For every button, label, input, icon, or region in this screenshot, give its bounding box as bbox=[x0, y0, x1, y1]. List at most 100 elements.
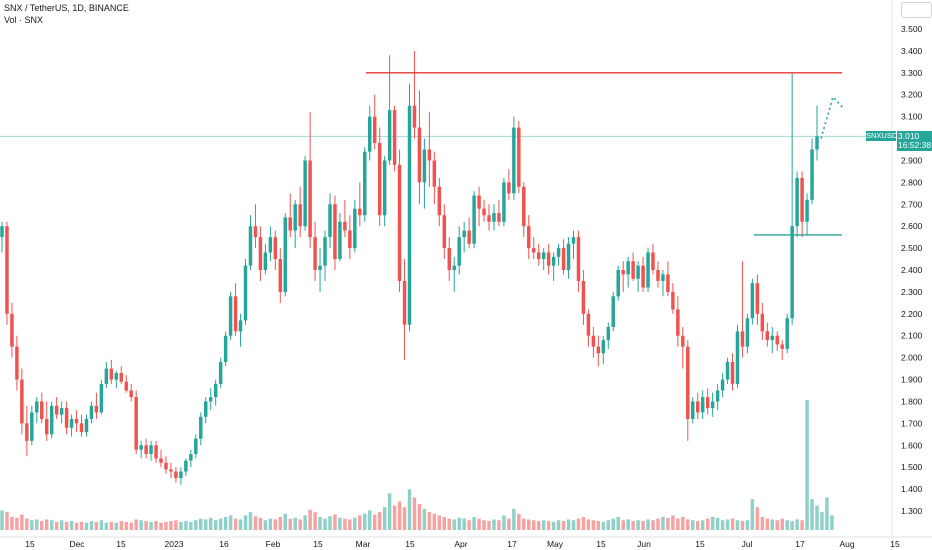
volume-bar bbox=[323, 518, 327, 530]
candle-body bbox=[44, 418, 49, 435]
volume-bar bbox=[611, 518, 615, 530]
volume-bar bbox=[546, 521, 551, 530]
candle-body bbox=[522, 186, 526, 227]
candle-body bbox=[174, 471, 178, 479]
volume-bar bbox=[581, 517, 586, 530]
candle-body bbox=[149, 445, 153, 455]
candle-body bbox=[681, 335, 685, 347]
candles bbox=[0, 50, 819, 485]
candle-body bbox=[114, 372, 119, 380]
volume-bar bbox=[318, 517, 322, 530]
volume-bar bbox=[313, 512, 317, 530]
candle-body bbox=[104, 368, 109, 384]
settings-box[interactable] bbox=[901, 2, 932, 18]
candle-body bbox=[427, 149, 432, 161]
volume-bar bbox=[159, 522, 163, 530]
candle-body bbox=[452, 265, 456, 270]
candle-body bbox=[392, 110, 397, 165]
candle-body bbox=[576, 237, 581, 281]
volume-bar bbox=[740, 521, 745, 530]
time-tick-label: 15 bbox=[890, 539, 900, 549]
volume-bar bbox=[194, 520, 198, 530]
candle-body bbox=[194, 438, 198, 455]
volume-bar bbox=[447, 518, 451, 530]
volume-bar bbox=[333, 514, 337, 530]
volume-bar bbox=[204, 519, 208, 530]
volume-bar bbox=[79, 521, 84, 530]
volume-bar bbox=[561, 521, 566, 530]
candle-body bbox=[79, 423, 84, 433]
volume-bar bbox=[69, 521, 74, 530]
candle-body bbox=[790, 226, 794, 319]
candle-body bbox=[422, 149, 427, 183]
candle-body bbox=[412, 105, 417, 128]
volume-bar bbox=[54, 521, 59, 530]
symbol-label: SNXUSDT bbox=[866, 131, 902, 141]
candle-body bbox=[815, 136, 819, 150]
volume-bar bbox=[745, 520, 750, 530]
volume-bar bbox=[10, 517, 14, 530]
price-tick-label: 2.700 bbox=[901, 199, 923, 209]
price-tick-label: 3.200 bbox=[901, 90, 923, 100]
candle-body bbox=[795, 177, 799, 227]
volume-bar bbox=[651, 520, 655, 530]
candle-body bbox=[487, 215, 491, 222]
time-tick-label: 15 bbox=[25, 539, 35, 549]
time-tick-label: 15 bbox=[313, 539, 323, 549]
price-tick-label: 1.500 bbox=[901, 462, 923, 472]
horizontal-lines[interactable] bbox=[366, 72, 842, 236]
candle-body bbox=[64, 408, 69, 428]
candle-body bbox=[372, 116, 377, 143]
candle-body bbox=[59, 408, 64, 415]
volume-bar bbox=[372, 514, 377, 530]
candle-body bbox=[15, 346, 19, 380]
time-axis[interactable]: 15 Dec 15 2023 16 Feb 15 Mar 15 Apr 17 May 15 Jun 15 Ju… bbox=[25, 539, 900, 549]
candle-body bbox=[715, 390, 720, 402]
candle-body bbox=[258, 237, 263, 270]
candle-body bbox=[437, 186, 442, 216]
price-tick-label: 2.900 bbox=[901, 155, 923, 165]
candle-body bbox=[611, 296, 615, 327]
candle-body bbox=[204, 401, 208, 417]
volume-bar bbox=[353, 517, 357, 530]
volume-bar bbox=[656, 518, 660, 530]
candle-body bbox=[720, 379, 725, 391]
volume-bar bbox=[397, 501, 402, 530]
candle-body bbox=[417, 127, 422, 183]
last-price-value: 3.010 bbox=[898, 131, 920, 141]
volume-bar bbox=[646, 519, 650, 530]
candle-body bbox=[457, 237, 461, 266]
candle-body bbox=[278, 259, 283, 292]
price-tick-label: 3.100 bbox=[901, 112, 923, 122]
volume-bar bbox=[268, 518, 273, 530]
volume-bar bbox=[74, 522, 79, 530]
candle-body bbox=[159, 458, 163, 463]
volume-bar bbox=[477, 518, 481, 530]
volume-bar bbox=[358, 515, 362, 530]
candle-body bbox=[208, 397, 213, 402]
volume-bar bbox=[755, 507, 760, 530]
volume-bar bbox=[462, 518, 466, 530]
price-tick-label: 1.400 bbox=[901, 484, 923, 494]
volume-bar bbox=[124, 521, 128, 530]
candle-body bbox=[551, 256, 556, 266]
volume-bar bbox=[601, 521, 606, 530]
candle-body bbox=[755, 283, 760, 314]
volume-bar bbox=[208, 517, 213, 530]
volume-bar bbox=[487, 521, 491, 530]
candle-body bbox=[323, 237, 327, 266]
volume-bar bbox=[343, 518, 347, 530]
volume-bar bbox=[89, 521, 94, 530]
candle-body bbox=[35, 401, 39, 413]
price-axis[interactable]: 3.5003.4003.3003.2003.1003.0002.9002.800… bbox=[901, 24, 923, 516]
candle-body bbox=[442, 215, 447, 249]
candle-body bbox=[303, 160, 307, 227]
candle-body bbox=[129, 390, 133, 398]
volume-bar bbox=[407, 489, 412, 530]
last-price-badge: 3.010 16:52:38 bbox=[897, 131, 932, 151]
volume-bar bbox=[507, 518, 511, 530]
volume-bar bbox=[382, 507, 387, 530]
candle-body bbox=[248, 226, 253, 266]
candle-body bbox=[636, 265, 640, 279]
